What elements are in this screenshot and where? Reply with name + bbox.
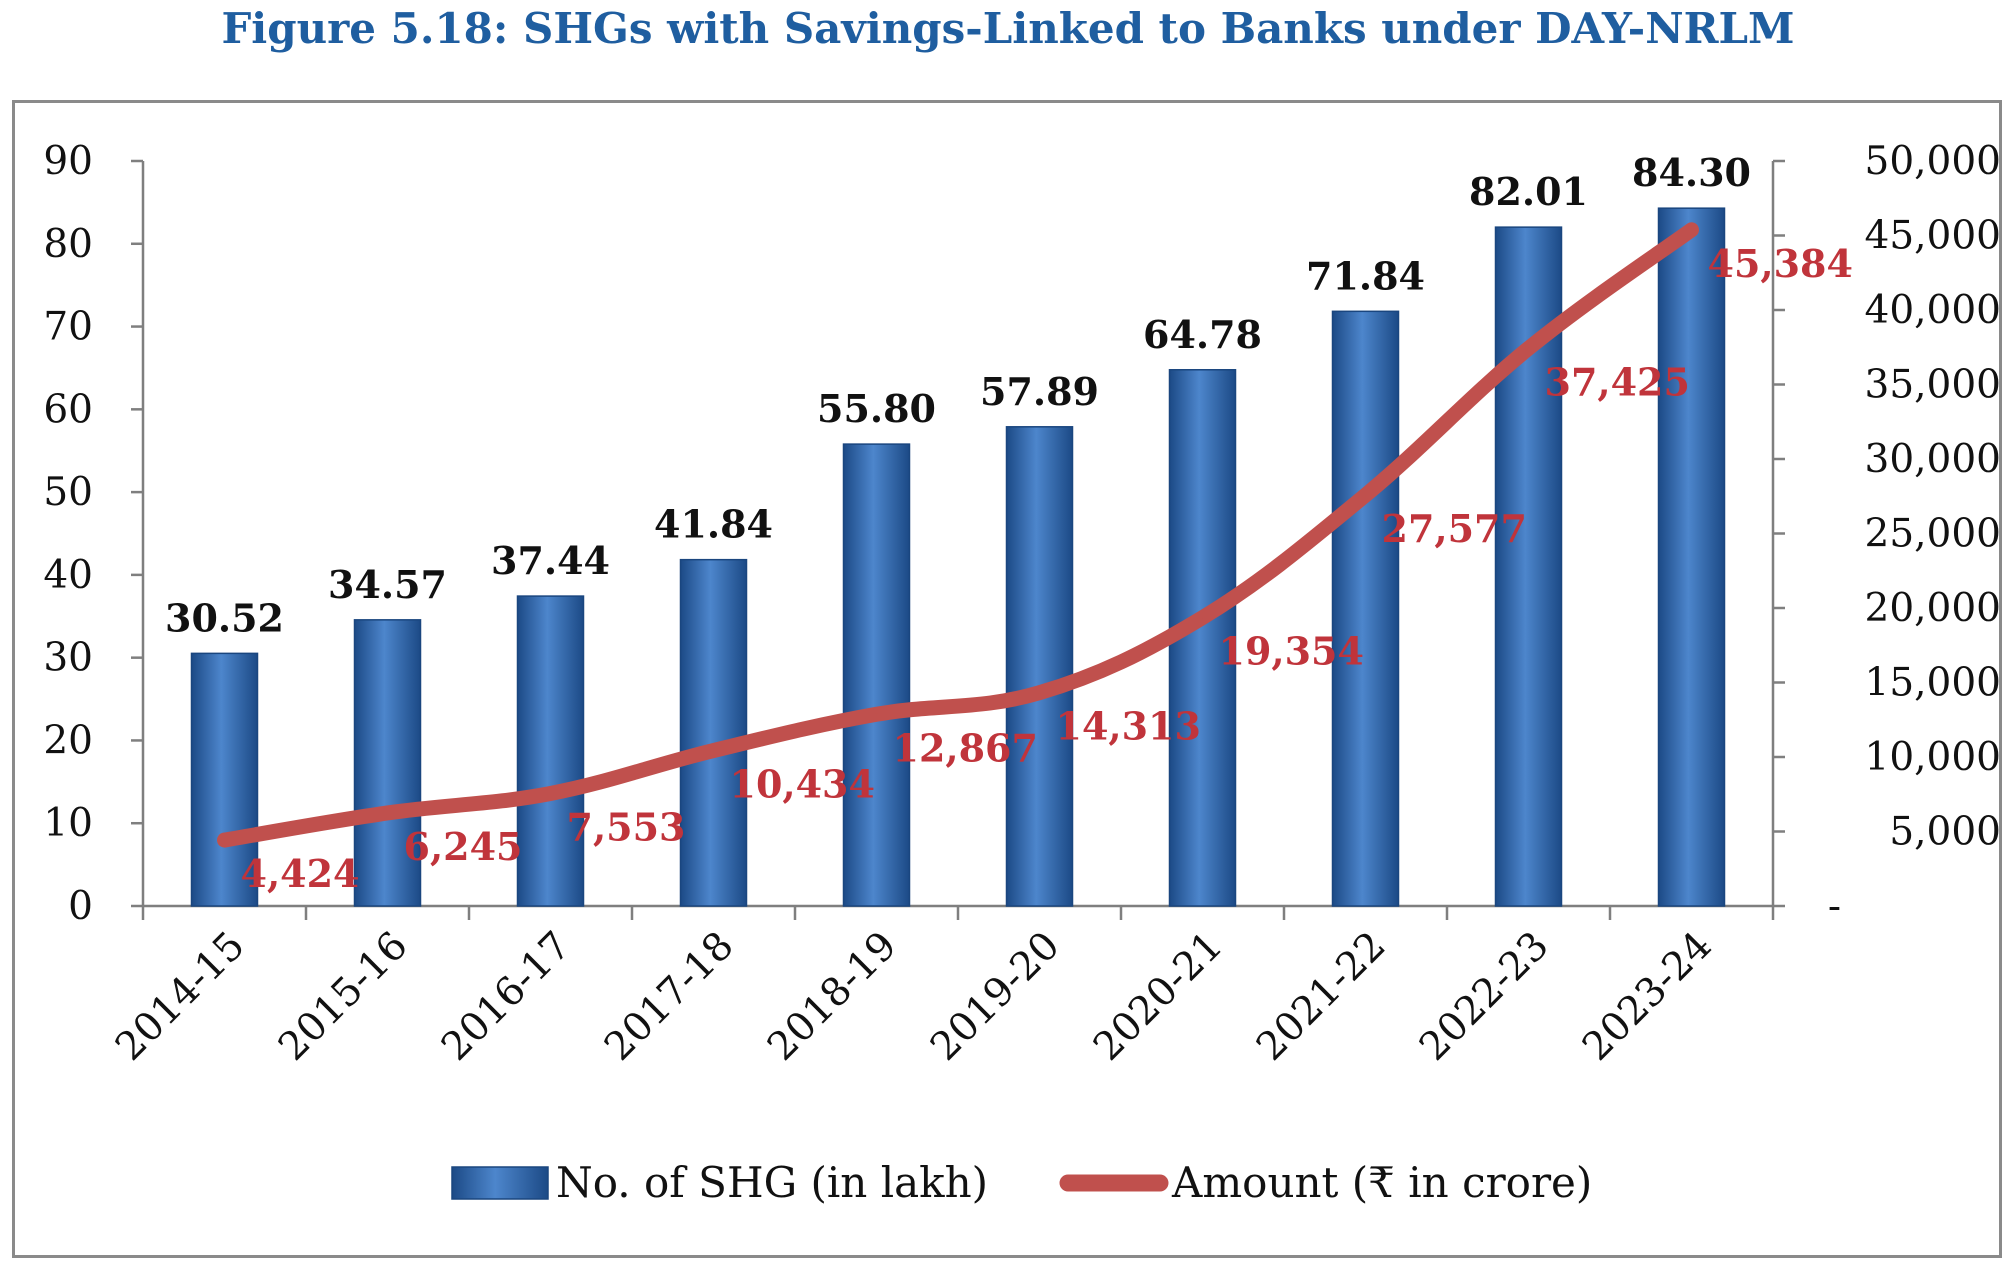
left-axis-tick-label: 20 bbox=[43, 718, 93, 763]
right-axis-tick-label: 50,000 bbox=[1865, 139, 2001, 184]
line-value-label: 14,313 bbox=[1056, 704, 1201, 749]
left-axis-tick-label: 30 bbox=[43, 636, 93, 681]
left-axis-tick-label: 60 bbox=[43, 387, 93, 432]
line-value-label: 7,553 bbox=[567, 804, 686, 849]
bar-value-label: 34.57 bbox=[328, 562, 447, 607]
right-axis-tick-label: - bbox=[1828, 884, 1841, 929]
bar-series bbox=[190, 207, 1726, 907]
right-axis-tick-label: 40,000 bbox=[1865, 288, 2001, 333]
line-point bbox=[1690, 228, 1693, 231]
amount-line bbox=[217, 222, 1699, 848]
right-axis-tick-label: 15,000 bbox=[1865, 661, 2001, 706]
x-axis-tick-label: 2021-22 bbox=[1248, 923, 1394, 1069]
x-axis-tick-label: 2015-16 bbox=[270, 923, 416, 1069]
x-axis-tick-label: 2022-23 bbox=[1411, 923, 1557, 1069]
right-axis-tick-label: 35,000 bbox=[1865, 363, 2001, 408]
bar bbox=[1331, 310, 1400, 907]
right-axis-tick-label: 10,000 bbox=[1865, 735, 2001, 780]
line-point bbox=[1527, 347, 1530, 350]
bar-value-label: 71.84 bbox=[1306, 253, 1425, 298]
legend-bar-swatch bbox=[451, 1166, 549, 1200]
line-value-label: 37,425 bbox=[1545, 359, 1690, 404]
x-axis-tick-label: 2018-19 bbox=[759, 923, 905, 1069]
bar bbox=[516, 595, 585, 907]
bar-value-label: 64.78 bbox=[1143, 312, 1262, 357]
chart-title: Figure 5.18: SHGs with Savings-Linked to… bbox=[221, 4, 1795, 53]
left-axis-tick-label: 70 bbox=[43, 305, 93, 350]
bar-value-label: 55.80 bbox=[817, 386, 936, 431]
left-axis-tick-label: 90 bbox=[43, 139, 93, 184]
line-point bbox=[1038, 691, 1041, 694]
line-point bbox=[712, 749, 715, 752]
line-point bbox=[386, 811, 389, 814]
right-axis-tick-label: 20,000 bbox=[1865, 586, 2001, 631]
line-value-label: 45,384 bbox=[1708, 241, 1853, 286]
line-value-label: 19,354 bbox=[1219, 629, 1364, 674]
bar bbox=[1657, 207, 1726, 907]
bar bbox=[353, 619, 422, 907]
bar bbox=[842, 443, 911, 907]
bar-value-label: 84.30 bbox=[1632, 150, 1751, 195]
bar-value-label: 37.44 bbox=[491, 538, 610, 583]
right-axis-tick-label: 45,000 bbox=[1865, 214, 2001, 259]
line-value-label: 27,577 bbox=[1382, 506, 1527, 551]
left-axis-tick-label: 80 bbox=[43, 222, 93, 267]
left-axis-tick-label: 10 bbox=[43, 801, 93, 846]
x-axis-tick-label: 2014-15 bbox=[107, 923, 253, 1069]
x-axis-tick-label: 2023-24 bbox=[1574, 923, 1720, 1069]
left-axis-tick-label: 50 bbox=[43, 470, 93, 515]
x-axis-tick-label: 2020-21 bbox=[1085, 923, 1231, 1069]
right-axis-tick-label: 30,000 bbox=[1865, 437, 2001, 482]
bar-value-label: 82.01 bbox=[1469, 169, 1588, 214]
right-axis-tick-label: 25,000 bbox=[1865, 512, 2001, 557]
bar bbox=[679, 558, 748, 907]
bar-value-label: 41.84 bbox=[654, 502, 773, 547]
line-point bbox=[875, 713, 878, 716]
line-series bbox=[217, 222, 1699, 848]
line-point bbox=[1364, 494, 1367, 497]
bar bbox=[1005, 426, 1074, 907]
legend-line-label: Amount (₹ in crore) bbox=[1171, 1158, 1592, 1207]
line-point bbox=[223, 839, 226, 842]
left-axis-tick-label: 0 bbox=[68, 884, 93, 929]
x-axis-tick-label: 2016-17 bbox=[433, 923, 579, 1069]
legend-bar-label: No. of SHG (in lakh) bbox=[556, 1158, 988, 1207]
data-labels: 30.52 34.57 37.44 41.84 55.80 57.89 64.78 71.84… bbox=[165, 150, 1853, 896]
bar-value-label: 57.89 bbox=[980, 369, 1099, 414]
right-axis-tick-label: 5,000 bbox=[1889, 810, 2001, 855]
bar-value-label: 30.52 bbox=[165, 595, 284, 640]
bar bbox=[190, 652, 259, 907]
left-axis-tick-label: 40 bbox=[43, 553, 93, 598]
x-axis-tick-label: 2017-18 bbox=[596, 923, 742, 1069]
line-value-label: 4,424 bbox=[241, 851, 360, 896]
line-point bbox=[549, 792, 552, 795]
chart-frame bbox=[12, 100, 2002, 1258]
line-value-label: 6,245 bbox=[404, 824, 523, 869]
chart-legend: No. of SHG (in lakh) Amount (₹ in crore) bbox=[451, 1158, 1592, 1207]
x-axis-tick-label: 2019-20 bbox=[922, 923, 1068, 1069]
line-point bbox=[1201, 616, 1204, 619]
line-value-label: 10,434 bbox=[730, 762, 875, 807]
line-value-label: 12,867 bbox=[893, 725, 1038, 770]
